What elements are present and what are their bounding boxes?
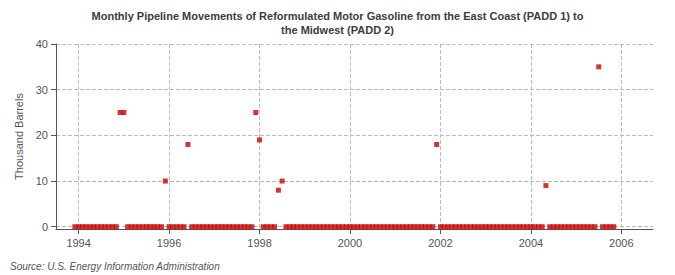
svg-text:2000: 2000 (338, 237, 362, 249)
svg-text:Thousand Barrels: Thousand Barrels (13, 93, 25, 180)
svg-text:1994: 1994 (66, 237, 90, 249)
svg-text:30: 30 (36, 84, 48, 96)
svg-text:2002: 2002 (428, 237, 452, 249)
svg-text:the Midwest (PADD 2): the Midwest (PADD 2) (281, 24, 394, 36)
svg-text:1996: 1996 (157, 237, 181, 249)
svg-text:0: 0 (42, 221, 48, 233)
svg-text:10: 10 (36, 175, 48, 187)
svg-text:2004: 2004 (519, 237, 543, 249)
svg-text:2006: 2006 (609, 237, 633, 249)
svg-text:Source: U.S. Energy Informatio: Source: U.S. Energy Information Administ… (10, 261, 220, 272)
svg-text:40: 40 (36, 38, 48, 50)
svg-text:1998: 1998 (247, 237, 271, 249)
svg-text:20: 20 (36, 129, 48, 141)
svg-text:Monthly Pipeline Movements of: Monthly Pipeline Movements of Reformulat… (92, 10, 584, 22)
